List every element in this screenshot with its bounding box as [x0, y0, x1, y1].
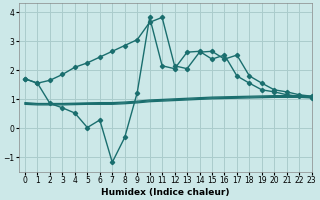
X-axis label: Humidex (Indice chaleur): Humidex (Indice chaleur) — [101, 188, 229, 197]
